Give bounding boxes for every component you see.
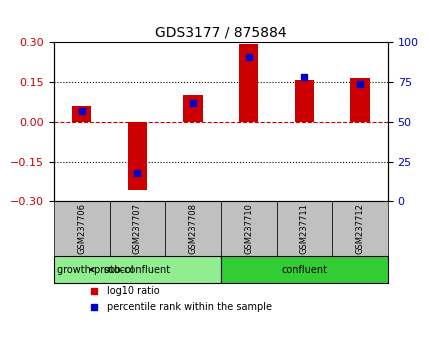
FancyBboxPatch shape (109, 201, 165, 256)
Text: GSM237712: GSM237712 (355, 203, 364, 254)
FancyBboxPatch shape (54, 256, 221, 283)
Text: sub-confluent: sub-confluent (104, 265, 171, 275)
Text: GSM237706: GSM237706 (77, 203, 86, 254)
Bar (238, 44, 258, 122)
FancyBboxPatch shape (54, 201, 109, 256)
FancyBboxPatch shape (221, 201, 276, 256)
Bar (72, 106, 91, 122)
Text: GSM237707: GSM237707 (132, 203, 141, 254)
Text: growth protocol: growth protocol (56, 265, 133, 275)
FancyBboxPatch shape (276, 201, 332, 256)
Text: confluent: confluent (281, 265, 327, 275)
Bar (127, 122, 147, 189)
Text: GSM237708: GSM237708 (188, 203, 197, 254)
Text: percentile rank within the sample: percentile rank within the sample (107, 302, 272, 312)
FancyBboxPatch shape (165, 201, 221, 256)
Bar (350, 78, 369, 122)
Bar (183, 96, 203, 122)
Title: GDS3177 / 875884: GDS3177 / 875884 (155, 26, 286, 40)
FancyBboxPatch shape (221, 256, 387, 283)
Text: log10 ratio: log10 ratio (107, 286, 160, 296)
Bar (294, 80, 313, 122)
FancyBboxPatch shape (332, 201, 387, 256)
Text: GSM237710: GSM237710 (244, 203, 253, 254)
Text: GSM237711: GSM237711 (299, 203, 308, 254)
